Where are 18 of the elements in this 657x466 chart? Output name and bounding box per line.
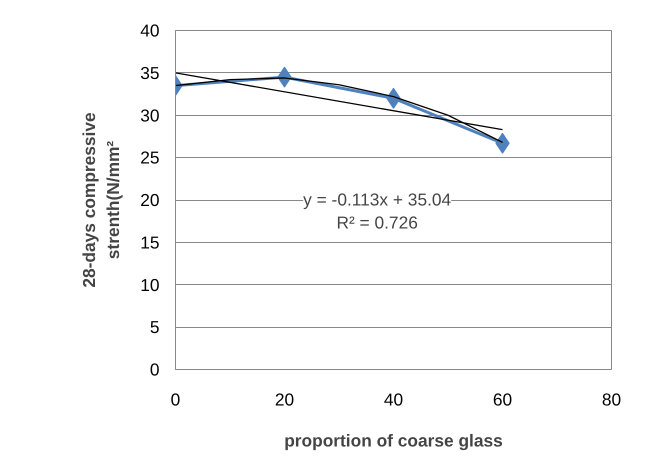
y-tick-label: 20	[140, 190, 160, 210]
x-tick-label: 40	[384, 390, 404, 410]
x-axis-title: proportion of coarse glass	[284, 430, 503, 450]
y-axis-title: 28-days compressive strenth(N/mm²	[79, 112, 124, 288]
annotation: y = -0.113x + 35.04	[303, 190, 452, 210]
y-tick-label: 40	[140, 20, 160, 40]
y-tick-label: 30	[140, 105, 160, 126]
y-tick-label: 15	[140, 232, 160, 252]
x-tick-label: 80	[602, 390, 622, 410]
y-tick-label: 10	[140, 274, 160, 295]
x-tick-label: 0	[170, 390, 180, 410]
x-tick-label: 60	[492, 390, 512, 410]
y-tick-label: 0	[150, 360, 160, 380]
x-tick-label: 20	[274, 390, 294, 410]
y-tick-label: 35	[140, 62, 160, 83]
annotation: R² = 0.726	[336, 212, 418, 232]
y-tick-label: 25	[140, 148, 160, 168]
y-tick-label: 5	[150, 317, 160, 338]
